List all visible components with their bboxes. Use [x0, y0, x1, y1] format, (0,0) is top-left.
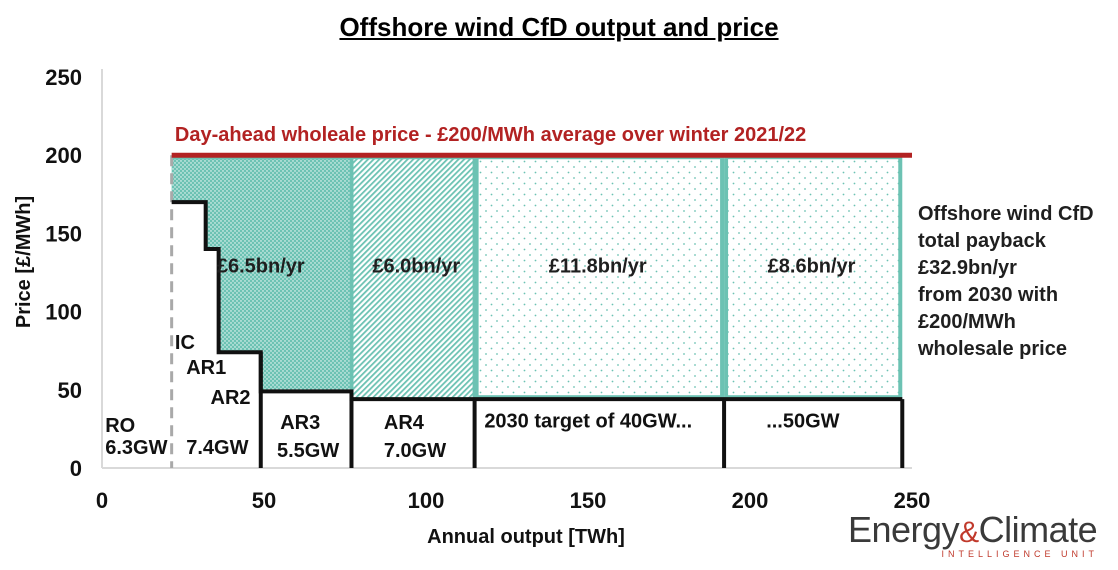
wholesale-price-label: Day-ahead wholeale price - £200/MWh aver…	[175, 124, 806, 146]
logo-word: Energy	[848, 509, 960, 550]
payback-area	[474, 155, 725, 400]
note-line: Offshore wind CfD	[918, 203, 1094, 225]
x-tick-label: 50	[252, 488, 276, 513]
payback-area	[724, 155, 903, 400]
y-tick-label: 150	[45, 221, 82, 246]
x-tick-label: 200	[732, 488, 769, 513]
segment-label: RO	[105, 415, 135, 437]
y-tick-label: 100	[45, 300, 82, 325]
note-line: £200/MWh	[918, 311, 1016, 333]
x-tick-label: 250	[894, 488, 931, 513]
segment-label: AR1	[186, 357, 226, 379]
segment-label: ...50GW	[766, 410, 839, 432]
y-tick-label: 250	[45, 65, 82, 90]
segment-label: 5.5GW	[277, 440, 339, 462]
energy-climate-logo: Energy&Climate INTELLIGENCE UNIT	[848, 509, 1098, 560]
payback-area	[171, 155, 352, 392]
payback-area	[351, 155, 475, 400]
x-axis-label: Annual output [TWh]	[427, 526, 625, 548]
logo-ampersand: &	[959, 516, 979, 549]
segment-label: 7.4GW	[186, 437, 248, 459]
y-tick-label: 0	[70, 456, 82, 481]
y-tick-label: 50	[58, 378, 82, 403]
segment-label: AR3	[280, 412, 320, 434]
logo-subtitle: INTELLIGENCE UNIT	[941, 549, 1098, 559]
x-tick-label: 100	[408, 488, 445, 513]
x-tick-label: 150	[570, 488, 607, 513]
segment-label: 7.0GW	[384, 440, 446, 462]
segment-label: 2030 target of 40GW...	[484, 410, 692, 432]
payback-value-label: £6.5bn/yr	[217, 256, 305, 278]
note-line: total payback	[918, 230, 1046, 252]
payback-value-label: £8.6bn/yr	[768, 256, 856, 278]
note-line: wholesale price	[918, 338, 1067, 360]
segment-label: 6.3GW	[105, 437, 167, 459]
y-axis-label: Price [£/MWh]	[13, 196, 35, 328]
logo-word: Climate	[978, 509, 1098, 550]
y-tick-label: 200	[45, 143, 82, 168]
note-line: from 2030 with	[918, 284, 1059, 306]
chart-title: Offshore wind CfD output and price	[339, 12, 779, 42]
payback-value-label: £6.0bn/yr	[372, 256, 460, 278]
payback-value-label: £11.8bn/yr	[549, 256, 647, 278]
segment-label: IC	[175, 332, 195, 354]
x-tick-label: 0	[96, 488, 108, 513]
segment-label: AR4	[384, 412, 425, 434]
note-line: £32.9bn/yr	[918, 257, 1017, 279]
payback-summary-note: Offshore wind CfD total payback £32.9bn/…	[918, 201, 1118, 363]
segment-label: AR2	[211, 387, 251, 409]
